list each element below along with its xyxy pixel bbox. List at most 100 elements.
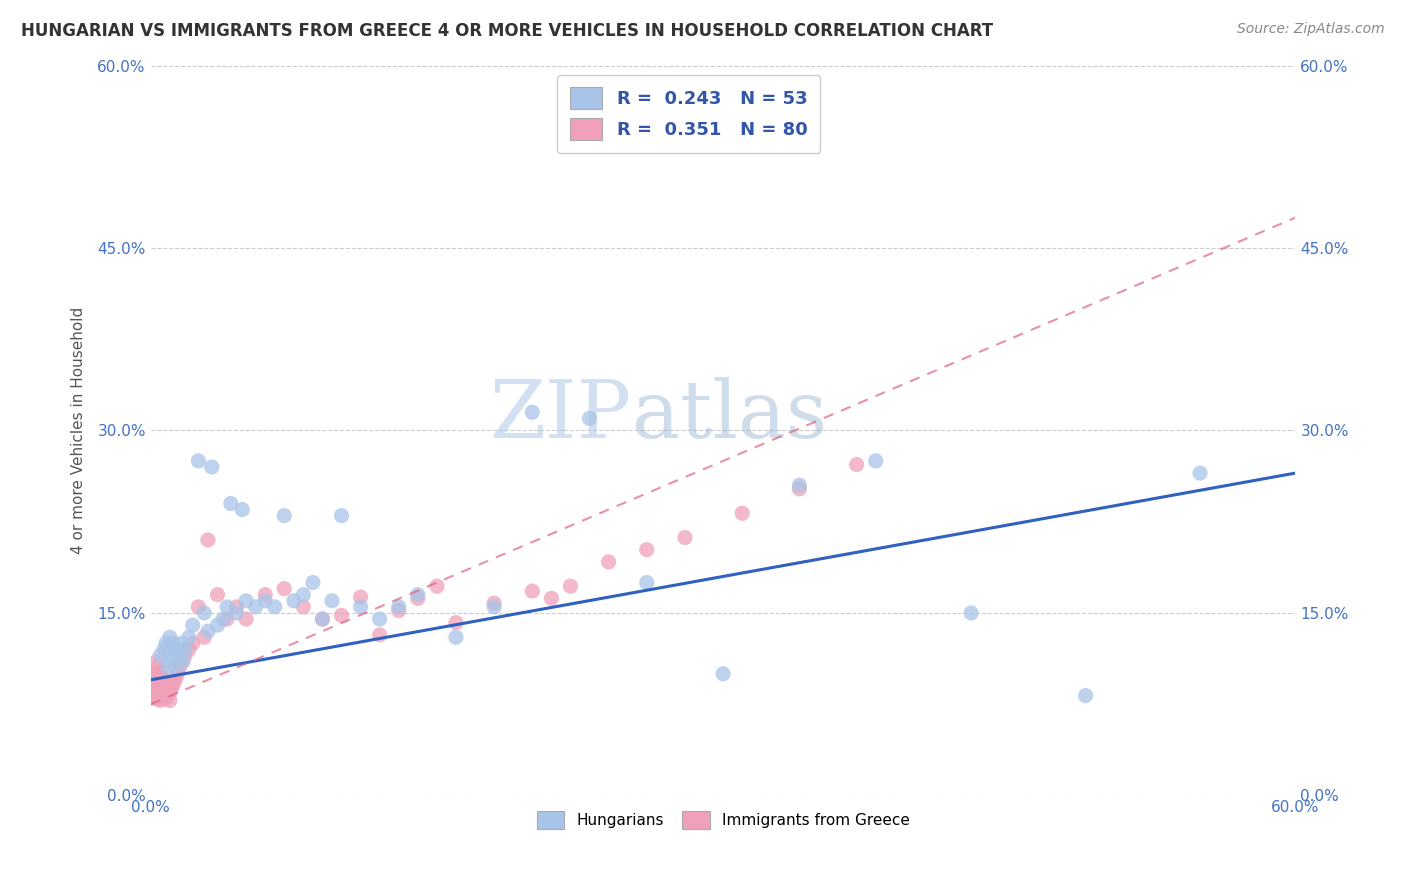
- Text: atlas: atlas: [631, 377, 827, 455]
- Point: [187, 599, 209, 614]
- Point: [162, 676, 184, 690]
- Point: [148, 691, 170, 706]
- Point: [142, 691, 165, 706]
- Point: [789, 478, 811, 492]
- Point: [149, 665, 172, 679]
- Point: [156, 661, 179, 675]
- Point: [368, 628, 391, 642]
- Point: [444, 630, 467, 644]
- Point: [149, 689, 172, 703]
- Point: [166, 642, 188, 657]
- Point: [143, 679, 166, 693]
- Point: [193, 630, 215, 644]
- Point: [711, 666, 734, 681]
- Point: [165, 672, 187, 686]
- Text: HUNGARIAN VS IMMIGRANTS FROM GREECE 4 OR MORE VEHICLES IN HOUSEHOLD CORRELATION : HUNGARIAN VS IMMIGRANTS FROM GREECE 4 OR…: [21, 22, 993, 40]
- Point: [368, 612, 391, 626]
- Point: [149, 669, 172, 683]
- Point: [193, 606, 215, 620]
- Point: [482, 596, 505, 610]
- Point: [159, 676, 181, 690]
- Point: [540, 591, 562, 606]
- Point: [578, 411, 600, 425]
- Point: [149, 674, 172, 689]
- Point: [155, 691, 177, 706]
- Point: [865, 454, 887, 468]
- Point: [311, 612, 333, 626]
- Point: [1074, 689, 1097, 703]
- Point: [235, 612, 257, 626]
- Point: [155, 636, 177, 650]
- Point: [215, 599, 238, 614]
- Point: [149, 648, 172, 663]
- Point: [197, 533, 219, 547]
- Point: [142, 673, 165, 687]
- Point: [302, 575, 325, 590]
- Point: [522, 405, 544, 419]
- Point: [153, 676, 176, 690]
- Point: [201, 460, 224, 475]
- Point: [273, 508, 295, 523]
- Point: [145, 673, 167, 687]
- Point: [159, 655, 181, 669]
- Point: [235, 594, 257, 608]
- Point: [212, 612, 235, 626]
- Point: [444, 615, 467, 630]
- Point: [159, 648, 181, 663]
- Point: [155, 681, 177, 696]
- Point: [349, 590, 371, 604]
- Point: [159, 685, 181, 699]
- Point: [598, 555, 620, 569]
- Point: [142, 685, 165, 699]
- Point: [148, 673, 170, 687]
- Point: [231, 502, 253, 516]
- Point: [174, 642, 197, 657]
- Point: [207, 588, 229, 602]
- Point: [1189, 466, 1212, 480]
- Point: [148, 685, 170, 699]
- Point: [149, 683, 172, 698]
- Point: [155, 673, 177, 687]
- Point: [406, 588, 429, 602]
- Point: [143, 691, 166, 706]
- Point: [321, 594, 343, 608]
- Point: [145, 655, 167, 669]
- Point: [273, 582, 295, 596]
- Point: [174, 648, 197, 663]
- Point: [160, 681, 183, 696]
- Point: [160, 642, 183, 657]
- Point: [960, 606, 983, 620]
- Point: [197, 624, 219, 639]
- Point: [311, 612, 333, 626]
- Point: [522, 584, 544, 599]
- Point: [426, 579, 449, 593]
- Point: [330, 508, 353, 523]
- Point: [636, 542, 658, 557]
- Point: [156, 679, 179, 693]
- Point: [142, 679, 165, 693]
- Point: [789, 482, 811, 496]
- Point: [254, 594, 277, 608]
- Point: [159, 693, 181, 707]
- Point: [145, 685, 167, 699]
- Point: [150, 691, 173, 706]
- Point: [225, 606, 247, 620]
- Point: [145, 661, 167, 675]
- Point: [636, 575, 658, 590]
- Point: [482, 599, 505, 614]
- Point: [187, 454, 209, 468]
- Legend: Hungarians, Immigrants from Greece: Hungarians, Immigrants from Greece: [530, 805, 915, 835]
- Point: [172, 655, 194, 669]
- Point: [263, 599, 285, 614]
- Point: [143, 666, 166, 681]
- Point: [159, 630, 181, 644]
- Text: ZIP: ZIP: [489, 377, 631, 455]
- Point: [169, 648, 191, 663]
- Point: [177, 642, 200, 657]
- Point: [143, 673, 166, 687]
- Point: [153, 642, 176, 657]
- Point: [153, 689, 176, 703]
- Point: [388, 603, 411, 617]
- Point: [166, 666, 188, 681]
- Point: [170, 636, 193, 650]
